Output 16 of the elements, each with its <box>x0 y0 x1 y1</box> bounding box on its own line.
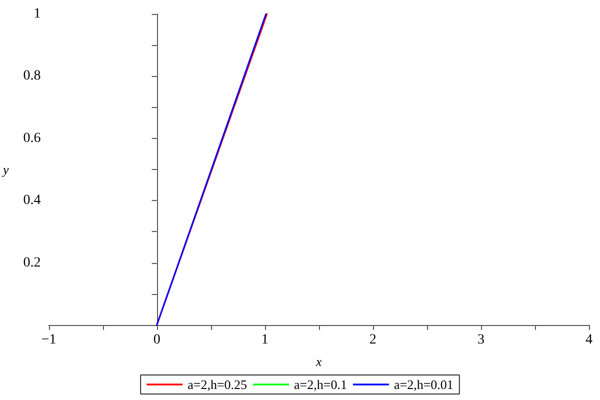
legend-label: a=2,h=0.1 <box>294 377 347 392</box>
legend-label: a=2,h=0.01 <box>394 377 454 392</box>
x-tick-label: 0 <box>153 332 160 348</box>
x-tick-label: 4 <box>586 332 592 348</box>
x-axis-title: x <box>314 354 322 369</box>
x-tick-label: −1 <box>41 332 56 348</box>
y-axis-title: y <box>0 162 9 177</box>
x-tick-label: 2 <box>369 332 376 348</box>
y-tick-label: 0.6 <box>23 130 41 146</box>
x-tick-label: 3 <box>477 332 484 348</box>
x-tick-label: 1 <box>261 332 268 348</box>
y-tick-label: 0.4 <box>23 193 41 208</box>
legend-label: a=2,h=0.25 <box>188 377 248 392</box>
y-tick-label: 0.2 <box>23 255 41 270</box>
y-tick-label: 1 <box>34 6 41 22</box>
y-tick-label: 0.8 <box>23 68 41 84</box>
